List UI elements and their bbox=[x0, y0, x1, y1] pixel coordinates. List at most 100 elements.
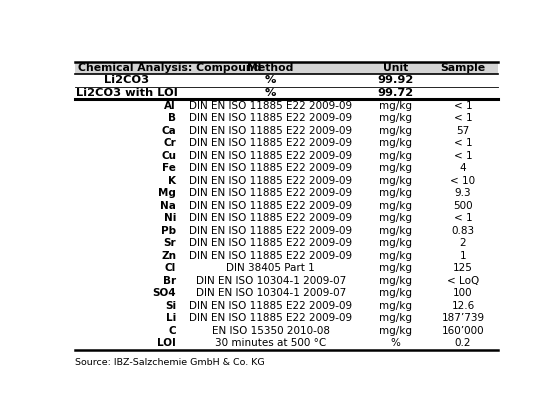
Text: < 1: < 1 bbox=[454, 213, 472, 223]
Text: mg/kg: mg/kg bbox=[379, 251, 412, 261]
Text: 30 minutes at 500 °C: 30 minutes at 500 °C bbox=[215, 338, 326, 348]
Bar bbox=[75, 325, 498, 337]
Text: %: % bbox=[265, 76, 276, 86]
Text: Method: Method bbox=[248, 63, 294, 73]
Text: DIN EN ISO 11885 E22 2009-09: DIN EN ISO 11885 E22 2009-09 bbox=[189, 176, 352, 186]
Text: C: C bbox=[168, 326, 176, 336]
Text: DIN EN ISO 11885 E22 2009-09: DIN EN ISO 11885 E22 2009-09 bbox=[189, 313, 352, 323]
Text: DIN EN ISO 11885 E22 2009-09: DIN EN ISO 11885 E22 2009-09 bbox=[189, 126, 352, 136]
Text: Li2CO3: Li2CO3 bbox=[105, 76, 149, 86]
Text: 1: 1 bbox=[459, 251, 466, 261]
Text: < 10: < 10 bbox=[451, 176, 476, 186]
Text: mg/kg: mg/kg bbox=[379, 201, 412, 211]
Text: Na: Na bbox=[160, 201, 176, 211]
Text: LOI: LOI bbox=[157, 338, 176, 348]
Text: 99.92: 99.92 bbox=[377, 76, 414, 86]
Text: mg/kg: mg/kg bbox=[379, 138, 412, 148]
Text: 160’000: 160’000 bbox=[442, 326, 484, 336]
Text: mg/kg: mg/kg bbox=[379, 100, 412, 110]
Text: mg/kg: mg/kg bbox=[379, 301, 412, 311]
Bar bbox=[75, 137, 498, 150]
Text: mg/kg: mg/kg bbox=[379, 288, 412, 298]
Text: Si: Si bbox=[165, 301, 176, 311]
Text: Pb: Pb bbox=[161, 226, 176, 236]
Text: Cl: Cl bbox=[165, 263, 176, 273]
Text: mg/kg: mg/kg bbox=[379, 176, 412, 186]
Text: DIN EN ISO 11885 E22 2009-09: DIN EN ISO 11885 E22 2009-09 bbox=[189, 100, 352, 110]
Text: Source: IBZ-Salzchemie GmbH & Co. KG: Source: IBZ-Salzchemie GmbH & Co. KG bbox=[75, 357, 265, 367]
Text: %: % bbox=[265, 88, 276, 98]
Bar bbox=[75, 150, 498, 162]
Text: Al: Al bbox=[164, 100, 176, 110]
Text: Sr: Sr bbox=[163, 238, 176, 248]
Text: DIN EN ISO 11885 E22 2009-09: DIN EN ISO 11885 E22 2009-09 bbox=[189, 151, 352, 160]
Text: < 1: < 1 bbox=[454, 138, 472, 148]
Text: B: B bbox=[168, 113, 176, 123]
Text: Mg: Mg bbox=[158, 188, 176, 198]
Text: 100: 100 bbox=[453, 288, 473, 298]
Text: mg/kg: mg/kg bbox=[379, 276, 412, 286]
Text: mg/kg: mg/kg bbox=[379, 213, 412, 223]
Bar bbox=[75, 200, 498, 212]
Bar bbox=[75, 312, 498, 325]
Bar bbox=[75, 74, 498, 87]
Text: DIN EN ISO 11885 E22 2009-09: DIN EN ISO 11885 E22 2009-09 bbox=[189, 188, 352, 198]
Text: 0.83: 0.83 bbox=[452, 226, 475, 236]
Text: Chemical Analysis: Compound: Chemical Analysis: Compound bbox=[78, 63, 261, 73]
Text: DIN 38405 Part 1: DIN 38405 Part 1 bbox=[226, 263, 315, 273]
Text: DIN EN ISO 11885 E22 2009-09: DIN EN ISO 11885 E22 2009-09 bbox=[189, 301, 352, 311]
Bar bbox=[75, 99, 498, 112]
Text: DIN EN ISO 11885 E22 2009-09: DIN EN ISO 11885 E22 2009-09 bbox=[189, 213, 352, 223]
Bar bbox=[75, 274, 498, 287]
Bar bbox=[75, 212, 498, 224]
Text: Unit: Unit bbox=[383, 63, 408, 73]
Text: %: % bbox=[390, 338, 400, 348]
Text: DIN EN ISO 11885 E22 2009-09: DIN EN ISO 11885 E22 2009-09 bbox=[189, 201, 352, 211]
Text: DIN EN ISO 11885 E22 2009-09: DIN EN ISO 11885 E22 2009-09 bbox=[189, 163, 352, 173]
Bar bbox=[75, 262, 498, 274]
Text: DIN EN ISO 11885 E22 2009-09: DIN EN ISO 11885 E22 2009-09 bbox=[189, 138, 352, 148]
Text: Br: Br bbox=[163, 276, 176, 286]
Text: DIN EN ISO 11885 E22 2009-09: DIN EN ISO 11885 E22 2009-09 bbox=[189, 251, 352, 261]
Text: Sample: Sample bbox=[440, 63, 486, 73]
Text: mg/kg: mg/kg bbox=[379, 163, 412, 173]
Text: mg/kg: mg/kg bbox=[379, 226, 412, 236]
Text: Cr: Cr bbox=[163, 138, 176, 148]
Text: Ca: Ca bbox=[162, 126, 176, 136]
Text: 187’739: 187’739 bbox=[442, 313, 485, 323]
Text: 4: 4 bbox=[459, 163, 466, 173]
Text: mg/kg: mg/kg bbox=[379, 113, 412, 123]
Text: DIN EN ISO 11885 E22 2009-09: DIN EN ISO 11885 E22 2009-09 bbox=[189, 226, 352, 236]
Text: Cu: Cu bbox=[161, 151, 176, 160]
Bar bbox=[75, 337, 498, 349]
Text: mg/kg: mg/kg bbox=[379, 126, 412, 136]
Text: 12.6: 12.6 bbox=[452, 301, 475, 311]
Bar bbox=[75, 249, 498, 262]
Text: Li2CO3 with LOI: Li2CO3 with LOI bbox=[76, 88, 178, 98]
Text: mg/kg: mg/kg bbox=[379, 188, 412, 198]
Text: < 1: < 1 bbox=[454, 113, 472, 123]
Bar bbox=[75, 62, 498, 74]
Text: < 1: < 1 bbox=[454, 100, 472, 110]
Bar bbox=[75, 124, 498, 137]
Text: 125: 125 bbox=[453, 263, 473, 273]
Bar bbox=[75, 87, 498, 99]
Bar bbox=[75, 299, 498, 312]
Text: Zn: Zn bbox=[161, 251, 176, 261]
Bar bbox=[75, 287, 498, 299]
Text: 9.3: 9.3 bbox=[454, 188, 471, 198]
Text: DIN EN ISO 10304-1 2009-07: DIN EN ISO 10304-1 2009-07 bbox=[196, 288, 346, 298]
Text: Ni: Ni bbox=[164, 213, 176, 223]
Text: 57: 57 bbox=[456, 126, 470, 136]
Text: 99.72: 99.72 bbox=[377, 88, 414, 98]
Text: Li: Li bbox=[166, 313, 176, 323]
Text: DIN EN ISO 11885 E22 2009-09: DIN EN ISO 11885 E22 2009-09 bbox=[189, 238, 352, 248]
Bar bbox=[75, 112, 498, 124]
Text: mg/kg: mg/kg bbox=[379, 326, 412, 336]
Text: DIN EN ISO 10304-1 2009-07: DIN EN ISO 10304-1 2009-07 bbox=[196, 276, 346, 286]
Text: mg/kg: mg/kg bbox=[379, 151, 412, 160]
Text: < LoQ: < LoQ bbox=[447, 276, 479, 286]
Bar bbox=[75, 237, 498, 249]
Text: DIN EN ISO 11885 E22 2009-09: DIN EN ISO 11885 E22 2009-09 bbox=[189, 113, 352, 123]
Text: 0.2: 0.2 bbox=[455, 338, 471, 348]
